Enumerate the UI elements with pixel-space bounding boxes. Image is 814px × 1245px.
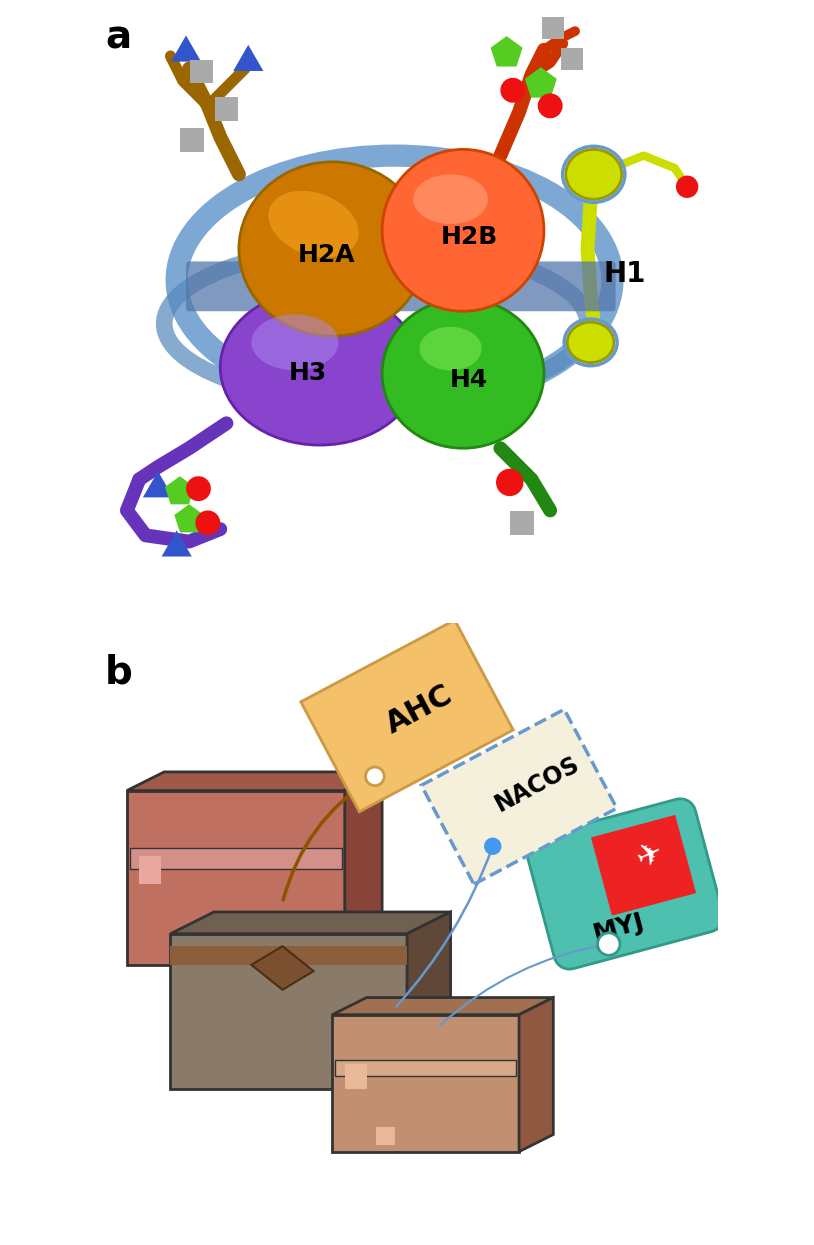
Text: H4: H4 [450,367,488,392]
Circle shape [496,468,523,496]
Polygon shape [525,67,557,97]
Bar [190,60,213,83]
Ellipse shape [414,174,488,224]
Polygon shape [491,36,523,66]
Polygon shape [332,997,554,1015]
Polygon shape [252,946,313,990]
Text: MYJ: MYJ [590,909,647,946]
Polygon shape [162,530,192,557]
Text: H2B: H2B [440,224,498,249]
Polygon shape [130,848,342,869]
Circle shape [597,933,620,955]
Polygon shape [170,934,407,1089]
Bar [376,1127,395,1145]
Bar [139,857,161,884]
FancyBboxPatch shape [186,261,615,311]
Ellipse shape [221,290,419,446]
Text: ✈: ✈ [632,838,667,874]
Ellipse shape [567,322,614,362]
Text: H2A: H2A [297,243,355,268]
Circle shape [676,176,698,198]
Polygon shape [127,791,345,965]
Ellipse shape [252,314,339,371]
Circle shape [501,77,525,102]
Bar [181,128,204,152]
Polygon shape [332,1015,519,1152]
Polygon shape [422,710,617,884]
Polygon shape [171,35,201,61]
Polygon shape [165,476,195,504]
Text: AHC: AHC [381,680,457,740]
Polygon shape [527,799,724,969]
Ellipse shape [382,149,544,311]
Bar [345,1064,366,1089]
Polygon shape [407,911,451,1089]
Circle shape [365,767,384,786]
Polygon shape [335,1059,516,1076]
Ellipse shape [566,149,622,199]
Text: H1: H1 [604,260,646,288]
Bar [510,510,534,535]
Ellipse shape [269,190,359,258]
Bar [215,97,239,121]
Polygon shape [143,472,173,497]
Bar [542,17,564,39]
Circle shape [186,476,211,502]
Polygon shape [301,620,513,812]
Circle shape [538,93,562,118]
Text: b: b [105,654,133,692]
Polygon shape [170,946,407,965]
Polygon shape [345,772,382,965]
Ellipse shape [419,326,482,370]
Ellipse shape [239,162,426,336]
Polygon shape [174,504,204,533]
Polygon shape [519,997,554,1152]
Polygon shape [233,45,264,71]
Polygon shape [591,815,696,915]
Polygon shape [127,772,382,791]
Circle shape [484,838,501,855]
Text: a: a [105,19,131,57]
Bar [561,49,583,70]
Circle shape [195,510,221,535]
Text: H3: H3 [288,361,326,386]
Ellipse shape [382,299,544,448]
Polygon shape [170,911,451,934]
Text: NACOS: NACOS [492,752,584,817]
